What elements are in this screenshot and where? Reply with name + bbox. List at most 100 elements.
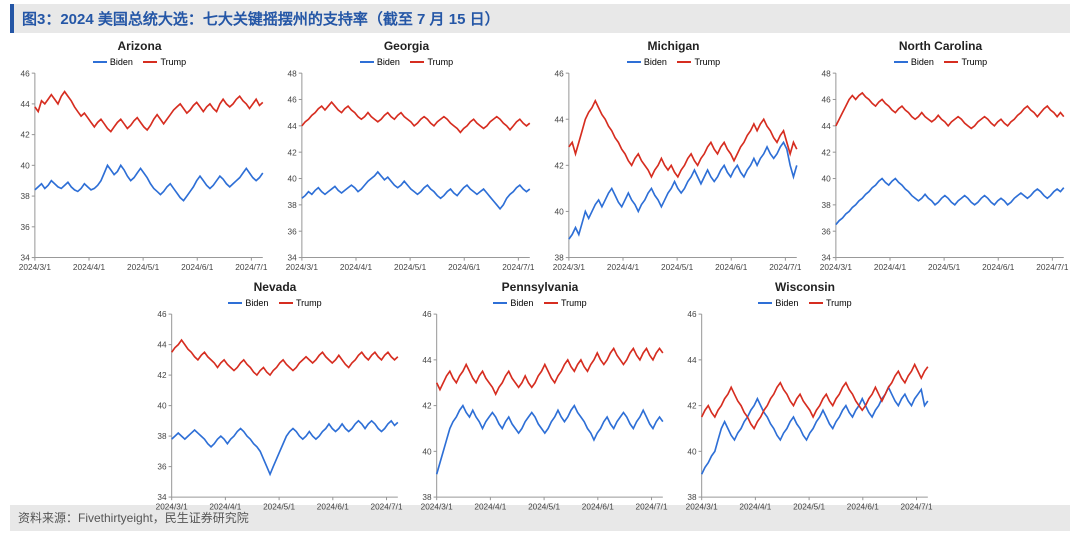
svg-text:34: 34 xyxy=(287,254,297,263)
panel-wisconsin: Wisconsin Biden Trump 3840424446 2024/3/… xyxy=(677,280,934,516)
svg-text:2024/4/1: 2024/4/1 xyxy=(607,263,640,272)
svg-text:2024/6/1: 2024/6/1 xyxy=(181,263,214,272)
svg-text:36: 36 xyxy=(287,227,297,236)
legend-biden: Biden xyxy=(758,298,798,308)
line-biden xyxy=(836,178,1064,224)
svg-text:46: 46 xyxy=(287,96,297,105)
svg-text:36: 36 xyxy=(821,227,831,236)
legend-biden: Biden xyxy=(493,298,533,308)
svg-text:36: 36 xyxy=(157,463,167,472)
svg-text:2024/7/1: 2024/7/1 xyxy=(235,263,268,272)
svg-text:44: 44 xyxy=(422,356,432,365)
line-biden xyxy=(35,165,263,200)
figure-title: 图3：2024 美国总统大选：七大关键摇摆州的支持率（截至 7 月 15 日） xyxy=(22,11,500,28)
svg-text:40: 40 xyxy=(687,448,697,457)
panel-legend: Biden Trump xyxy=(677,296,934,308)
svg-text:38: 38 xyxy=(687,493,697,502)
svg-text:36: 36 xyxy=(20,223,30,232)
panel-title: North Carolina xyxy=(811,39,1070,53)
svg-text:38: 38 xyxy=(157,432,167,441)
svg-text:42: 42 xyxy=(554,161,564,170)
svg-text:2024/7/1: 2024/7/1 xyxy=(370,503,402,512)
line-biden xyxy=(569,142,797,239)
svg-text:46: 46 xyxy=(687,310,697,319)
line-biden xyxy=(302,172,530,209)
svg-text:2024/3/1: 2024/3/1 xyxy=(155,503,187,512)
panel-pennsylvania: Pennsylvania Biden Trump 3840424446 2024… xyxy=(412,280,669,516)
panel-title: Wisconsin xyxy=(677,280,934,294)
line-biden xyxy=(701,387,927,474)
legend-biden: Biden xyxy=(360,57,400,67)
svg-text:2024/4/1: 2024/4/1 xyxy=(874,263,907,272)
panel-nevada: Nevada Biden Trump 34363840424446 2024/3… xyxy=(147,280,404,516)
svg-text:40: 40 xyxy=(422,448,432,457)
panel-grid: Arizona Biden Trump 34 36 38 40 42 44 46 2024/… xyxy=(10,39,1070,499)
svg-text:44: 44 xyxy=(287,122,297,131)
svg-text:2024/6/1: 2024/6/1 xyxy=(715,263,748,272)
svg-text:2024/4/1: 2024/4/1 xyxy=(340,263,373,272)
svg-text:42: 42 xyxy=(687,402,697,411)
svg-text:2024/5/1: 2024/5/1 xyxy=(793,503,825,512)
chart-svg: 3436384042444648 2024/3/12024/4/12024/5/… xyxy=(277,69,536,276)
legend-trump: Trump xyxy=(544,298,587,308)
panel-arizona: Arizona Biden Trump 34363840424446 2024/… xyxy=(10,39,269,276)
svg-text:38: 38 xyxy=(821,201,831,210)
line-trump xyxy=(35,92,263,132)
svg-text:48: 48 xyxy=(287,69,297,78)
legend-biden: Biden xyxy=(894,57,934,67)
svg-text:2024/7/1: 2024/7/1 xyxy=(1036,263,1069,272)
svg-text:42: 42 xyxy=(20,131,30,140)
svg-text:2024/7/1: 2024/7/1 xyxy=(502,263,535,272)
svg-text:44: 44 xyxy=(20,100,30,109)
panel-title: Michigan xyxy=(544,39,803,53)
chart-svg: 34363840424446 2024/3/12024/4/12024/5/12… xyxy=(147,310,404,516)
line-trump xyxy=(171,340,397,375)
svg-text:2024/3/1: 2024/3/1 xyxy=(19,263,52,272)
legend-biden: Biden xyxy=(93,57,133,67)
legend-trump: Trump xyxy=(677,57,720,67)
line-trump xyxy=(436,349,662,395)
svg-text:2024/5/1: 2024/5/1 xyxy=(928,263,961,272)
svg-text:2024/7/1: 2024/7/1 xyxy=(769,263,802,272)
svg-text:2024/5/1: 2024/5/1 xyxy=(394,263,427,272)
panel-title: Pennsylvania xyxy=(412,280,669,294)
svg-text:42: 42 xyxy=(287,148,297,157)
panel-title: Nevada xyxy=(147,280,404,294)
panel-legend: Biden Trump xyxy=(277,55,536,67)
svg-text:2024/3/1: 2024/3/1 xyxy=(553,263,586,272)
svg-text:42: 42 xyxy=(821,148,831,157)
svg-text:46: 46 xyxy=(157,310,167,319)
svg-text:2024/6/1: 2024/6/1 xyxy=(846,503,878,512)
svg-text:40: 40 xyxy=(20,161,30,170)
svg-text:2024/5/1: 2024/5/1 xyxy=(127,263,160,272)
svg-text:2024/6/1: 2024/6/1 xyxy=(316,503,348,512)
legend-trump: Trump xyxy=(143,57,186,67)
panel-legend: Biden Trump xyxy=(811,55,1070,67)
svg-text:46: 46 xyxy=(20,69,30,78)
svg-text:2024/3/1: 2024/3/1 xyxy=(420,503,452,512)
svg-text:2024/4/1: 2024/4/1 xyxy=(73,263,106,272)
panel-title: Georgia xyxy=(277,39,536,53)
svg-text:2024/7/1: 2024/7/1 xyxy=(635,503,667,512)
svg-text:2024/5/1: 2024/5/1 xyxy=(661,263,694,272)
panel-north carolina: North Carolina Biden Trump 3436384042444… xyxy=(811,39,1070,276)
chart-svg: 34363840424446 2024/3/12024/4/12024/5/12… xyxy=(10,69,269,276)
svg-text:2024/5/1: 2024/5/1 xyxy=(528,503,560,512)
line-trump xyxy=(302,102,530,132)
svg-text:2024/6/1: 2024/6/1 xyxy=(448,263,481,272)
figure-title-bar: 图3：2024 美国总统大选：七大关键摇摆州的支持率（截至 7 月 15 日） xyxy=(10,4,1070,33)
chart-svg: 3436384042444648 2024/3/12024/4/12024/5/… xyxy=(811,69,1070,276)
panel-title: Arizona xyxy=(10,39,269,53)
svg-text:38: 38 xyxy=(20,192,30,201)
svg-text:44: 44 xyxy=(554,115,564,124)
svg-text:2024/3/1: 2024/3/1 xyxy=(820,263,853,272)
svg-text:34: 34 xyxy=(821,254,831,263)
svg-text:44: 44 xyxy=(157,341,167,350)
legend-trump: Trump xyxy=(279,298,322,308)
legend-trump: Trump xyxy=(410,57,453,67)
panel-michigan: Michigan Biden Trump 3840424446 2024/3/1… xyxy=(544,39,803,276)
svg-text:46: 46 xyxy=(422,310,432,319)
panel-legend: Biden Trump xyxy=(544,55,803,67)
svg-text:38: 38 xyxy=(554,254,564,263)
svg-text:44: 44 xyxy=(687,356,697,365)
